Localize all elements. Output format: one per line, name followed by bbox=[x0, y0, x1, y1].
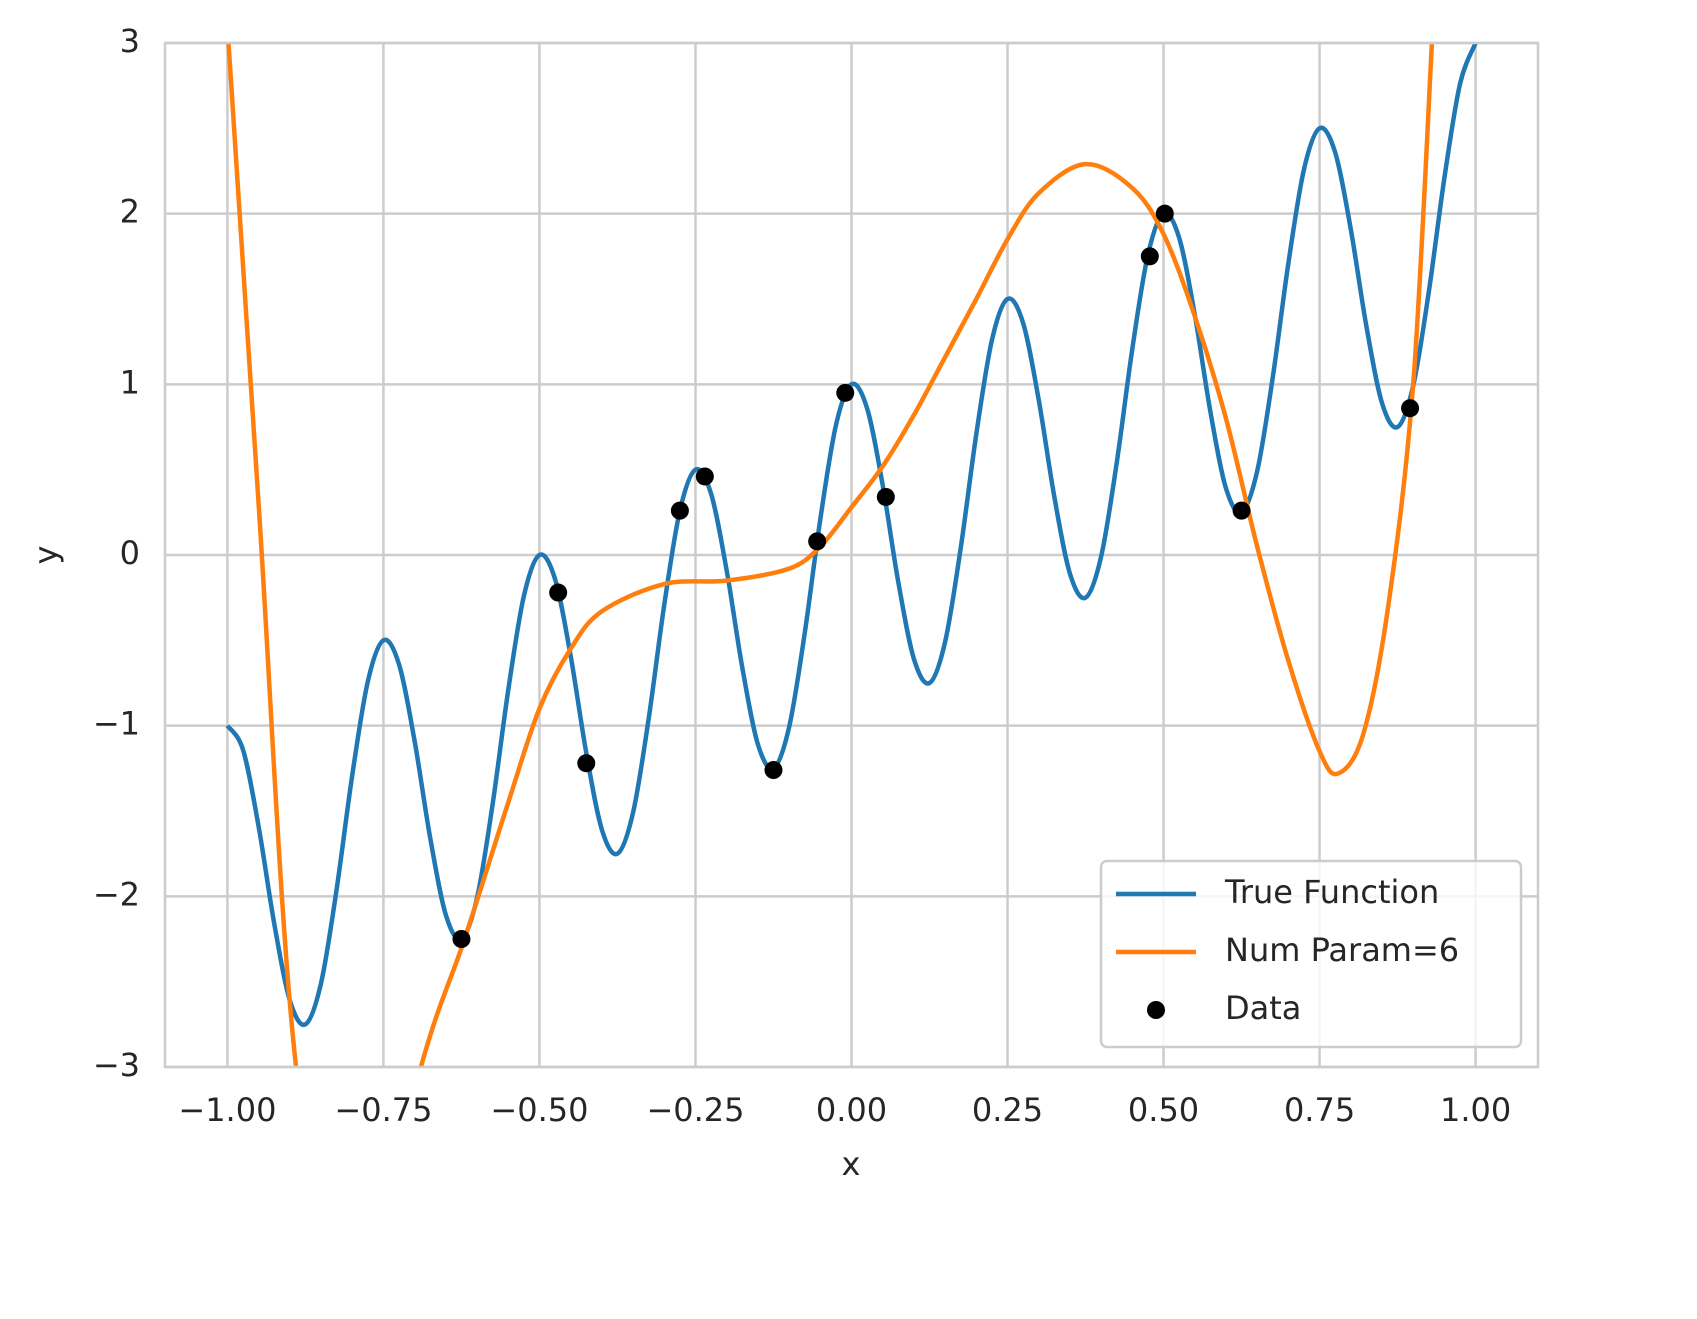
data-point bbox=[836, 383, 855, 402]
data-point bbox=[808, 532, 827, 551]
data-point bbox=[1140, 247, 1159, 266]
x-tick-label: 0.00 bbox=[816, 1091, 887, 1129]
y-tick-label: −3 bbox=[93, 1046, 140, 1084]
data-point bbox=[876, 487, 895, 506]
data-point bbox=[549, 583, 568, 602]
y-tick-label: 3 bbox=[120, 22, 140, 60]
data-point bbox=[764, 761, 783, 780]
data-point bbox=[670, 501, 689, 520]
plot-frame bbox=[163, 41, 1540, 1069]
y-tick-label: −2 bbox=[93, 875, 140, 913]
line bbox=[226, 43, 1435, 1067]
x-axis-label: x bbox=[842, 1145, 861, 1183]
data-point bbox=[577, 754, 596, 773]
x-tick-label: 0.75 bbox=[1284, 1091, 1355, 1129]
y-tick-label: −1 bbox=[93, 705, 140, 743]
legend-marker bbox=[1147, 1001, 1165, 1019]
y-axis-label: y bbox=[27, 546, 65, 565]
x-tick-label: 1.00 bbox=[1440, 1091, 1511, 1129]
x-tick-label: −0.25 bbox=[646, 1091, 744, 1129]
legend-box bbox=[1099, 859, 1523, 1049]
data-point bbox=[1155, 204, 1174, 223]
y-tick-label: 1 bbox=[120, 363, 140, 401]
plot-area bbox=[225, 43, 1478, 1067]
data-point bbox=[452, 930, 471, 948]
x-tick-label: −1.00 bbox=[178, 1091, 276, 1129]
legend-label: True Function bbox=[1224, 873, 1439, 911]
data-point bbox=[1232, 501, 1251, 520]
legend-label: Data bbox=[1225, 989, 1301, 1027]
x-tick-label: −0.50 bbox=[490, 1091, 588, 1129]
legend-label: Num Param=6 bbox=[1225, 931, 1459, 969]
labels: −1.00 −0.75 −0.50 −0.25 0.00 0.25 0.50 0.75 1.00… bbox=[93, 22, 1511, 1129]
line bbox=[225, 43, 1478, 1027]
y-tick-label: 2 bbox=[120, 193, 140, 231]
legend: True Function Num Param=6 Data bbox=[1099, 859, 1523, 1049]
data-point bbox=[695, 467, 714, 486]
data-point bbox=[1401, 399, 1420, 418]
x-tick-label: 0.50 bbox=[1128, 1091, 1199, 1129]
y-tick-label: 0 bbox=[120, 534, 140, 572]
x-tick-label: −0.75 bbox=[334, 1091, 432, 1129]
x-tick-label: 0.25 bbox=[972, 1091, 1043, 1129]
